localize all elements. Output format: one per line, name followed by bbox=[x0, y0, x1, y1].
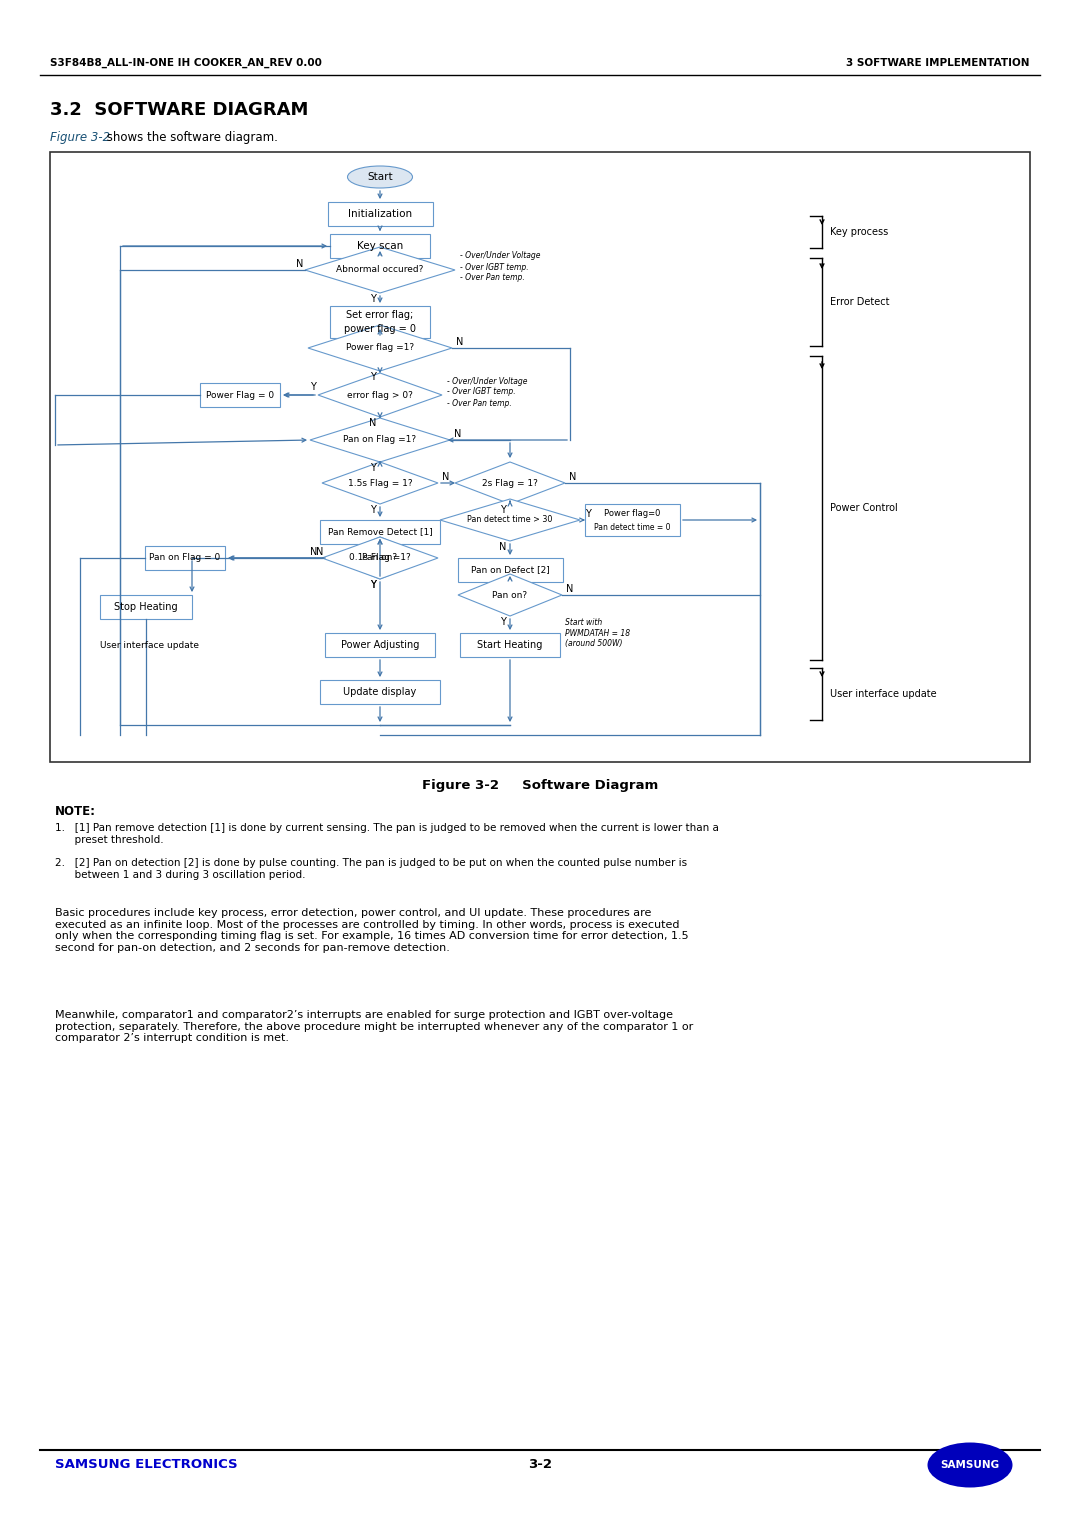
Text: Y: Y bbox=[370, 505, 376, 515]
Text: power flag = 0: power flag = 0 bbox=[345, 324, 416, 334]
Text: Power flag=0: Power flag=0 bbox=[605, 508, 661, 518]
Text: N: N bbox=[499, 542, 507, 551]
Text: Y: Y bbox=[370, 580, 376, 589]
Text: Y: Y bbox=[500, 505, 505, 515]
Polygon shape bbox=[440, 499, 580, 541]
Text: Pan on?: Pan on? bbox=[363, 553, 397, 562]
Text: N: N bbox=[316, 547, 324, 557]
Text: Pan on Defect [2]: Pan on Defect [2] bbox=[471, 565, 550, 574]
Text: User interface update: User interface update bbox=[831, 689, 936, 699]
Text: Power Adjusting: Power Adjusting bbox=[341, 640, 419, 651]
Text: User interface update: User interface update bbox=[100, 640, 199, 649]
Text: 3-2: 3-2 bbox=[528, 1458, 552, 1472]
Text: Start Heating: Start Heating bbox=[477, 640, 542, 651]
FancyBboxPatch shape bbox=[50, 153, 1030, 762]
FancyBboxPatch shape bbox=[458, 557, 563, 582]
Text: Basic procedures include key process, error detection, power control, and UI upd: Basic procedures include key process, er… bbox=[55, 909, 689, 953]
Text: Figure 3-2: Figure 3-2 bbox=[50, 131, 110, 145]
Text: Power Control: Power Control bbox=[831, 502, 897, 513]
Text: Pan on Flag = 0: Pan on Flag = 0 bbox=[149, 553, 220, 562]
Text: SAMSUNG: SAMSUNG bbox=[941, 1460, 1000, 1471]
Text: Y: Y bbox=[370, 295, 376, 304]
FancyBboxPatch shape bbox=[320, 521, 440, 544]
Polygon shape bbox=[308, 325, 453, 371]
Text: SAMSUNG ELECTRONICS: SAMSUNG ELECTRONICS bbox=[55, 1458, 238, 1472]
Text: N: N bbox=[310, 547, 318, 557]
Text: Update display: Update display bbox=[343, 687, 417, 696]
Text: 2.   [2] Pan on detection [2] is done by pulse counting. The pan is judged to be: 2. [2] Pan on detection [2] is done by p… bbox=[55, 858, 687, 880]
FancyBboxPatch shape bbox=[330, 234, 430, 258]
Text: Abnormal occured?: Abnormal occured? bbox=[336, 266, 423, 275]
FancyBboxPatch shape bbox=[585, 504, 680, 536]
Text: Pan detect time > 30: Pan detect time > 30 bbox=[468, 516, 553, 524]
Text: 1.5s Flag = 1?: 1.5s Flag = 1? bbox=[348, 478, 413, 487]
Text: Set error flag;: Set error flag; bbox=[347, 310, 414, 321]
Text: Pan on Flag =1?: Pan on Flag =1? bbox=[343, 435, 417, 444]
Text: - Over/Under Voltage: - Over/Under Voltage bbox=[460, 252, 540, 261]
Polygon shape bbox=[305, 247, 455, 293]
FancyBboxPatch shape bbox=[200, 383, 280, 408]
Text: - Over IGBT temp.: - Over IGBT temp. bbox=[460, 263, 528, 272]
Polygon shape bbox=[318, 373, 442, 417]
Text: Stop Heating: Stop Heating bbox=[114, 602, 178, 612]
Text: 0.1s Flag =1?: 0.1s Flag =1? bbox=[349, 553, 410, 562]
FancyBboxPatch shape bbox=[460, 634, 561, 657]
FancyBboxPatch shape bbox=[330, 305, 430, 337]
Text: N: N bbox=[369, 418, 377, 428]
Text: N: N bbox=[566, 583, 573, 594]
Text: Pan Remove Detect [1]: Pan Remove Detect [1] bbox=[327, 527, 432, 536]
Text: 2s Flag = 1?: 2s Flag = 1? bbox=[482, 478, 538, 487]
Text: N: N bbox=[569, 472, 577, 483]
Text: shows the software diagram.: shows the software diagram. bbox=[103, 131, 278, 145]
Text: N: N bbox=[457, 337, 463, 347]
Text: Y: Y bbox=[500, 617, 505, 628]
FancyBboxPatch shape bbox=[320, 680, 440, 704]
Text: - Over Pan temp.: - Over Pan temp. bbox=[460, 273, 525, 282]
Ellipse shape bbox=[348, 166, 413, 188]
Text: 3 SOFTWARE IMPLEMENTATION: 3 SOFTWARE IMPLEMENTATION bbox=[847, 58, 1030, 69]
Polygon shape bbox=[322, 463, 438, 504]
Text: Power Flag = 0: Power Flag = 0 bbox=[206, 391, 274, 400]
Text: N: N bbox=[455, 429, 461, 438]
FancyBboxPatch shape bbox=[327, 202, 432, 226]
Text: - Over/Under Voltage: - Over/Under Voltage bbox=[447, 377, 527, 385]
FancyBboxPatch shape bbox=[145, 547, 225, 570]
Text: NOTE:: NOTE: bbox=[55, 805, 96, 818]
Text: Meanwhile, comparator1 and comparator2’s interrupts are enabled for surge protec: Meanwhile, comparator1 and comparator2’s… bbox=[55, 1009, 693, 1043]
Ellipse shape bbox=[928, 1443, 1013, 1487]
Polygon shape bbox=[310, 418, 450, 463]
FancyBboxPatch shape bbox=[100, 596, 192, 618]
Text: Initialization: Initialization bbox=[348, 209, 413, 218]
Text: Y: Y bbox=[310, 382, 316, 392]
Text: Y: Y bbox=[585, 508, 591, 519]
Text: - Over Pan temp.: - Over Pan temp. bbox=[447, 399, 512, 408]
Polygon shape bbox=[328, 538, 432, 579]
Text: S3F84B8_ALL-IN-ONE IH COOKER_AN_REV 0.00: S3F84B8_ALL-IN-ONE IH COOKER_AN_REV 0.00 bbox=[50, 58, 322, 69]
Text: Pan on?: Pan on? bbox=[492, 591, 527, 600]
Text: N: N bbox=[296, 260, 303, 269]
Text: Y: Y bbox=[370, 580, 376, 589]
Text: Y: Y bbox=[370, 463, 376, 473]
Polygon shape bbox=[458, 574, 562, 615]
Text: - Over IGBT temp.: - Over IGBT temp. bbox=[447, 388, 515, 397]
Text: Start with
PWMDATAH = 18
(around 500W): Start with PWMDATAH = 18 (around 500W) bbox=[565, 618, 630, 647]
Text: Key process: Key process bbox=[831, 228, 888, 237]
Text: Start: Start bbox=[367, 173, 393, 182]
Text: 1.   [1] Pan remove detection [1] is done by current sensing. The pan is judged : 1. [1] Pan remove detection [1] is done … bbox=[55, 823, 719, 844]
FancyBboxPatch shape bbox=[325, 634, 435, 657]
Text: Error Detect: Error Detect bbox=[831, 296, 890, 307]
Text: Pan detect time = 0: Pan detect time = 0 bbox=[594, 522, 671, 531]
Polygon shape bbox=[322, 538, 438, 579]
Text: N: N bbox=[443, 472, 449, 483]
Text: error flag > 0?: error flag > 0? bbox=[347, 391, 413, 400]
Text: 3.2  SOFTWARE DIAGRAM: 3.2 SOFTWARE DIAGRAM bbox=[50, 101, 309, 119]
Polygon shape bbox=[455, 463, 565, 504]
Text: Figure 3-2     Software Diagram: Figure 3-2 Software Diagram bbox=[422, 779, 658, 791]
Text: Key scan: Key scan bbox=[356, 241, 403, 250]
Text: Y: Y bbox=[370, 373, 376, 382]
Text: Power flag =1?: Power flag =1? bbox=[346, 344, 414, 353]
